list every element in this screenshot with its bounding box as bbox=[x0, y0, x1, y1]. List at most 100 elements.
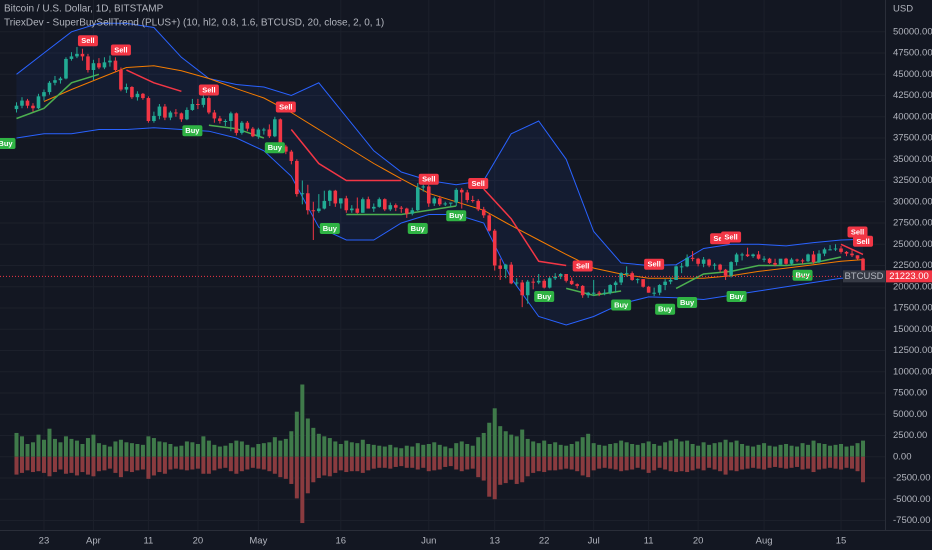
buy-volume-bar bbox=[630, 444, 635, 457]
candle-body bbox=[751, 254, 755, 257]
sell-volume-bar bbox=[861, 456, 866, 483]
sell-volume-bar bbox=[822, 456, 827, 469]
sell-volume-bar bbox=[129, 456, 134, 473]
candle-body bbox=[124, 87, 129, 90]
candle-body bbox=[487, 215, 492, 231]
buy-volume-bar bbox=[624, 442, 629, 457]
sell-volume-bar bbox=[388, 456, 393, 469]
buy-volume-bar bbox=[300, 384, 305, 457]
buy-volume-bar bbox=[619, 440, 624, 457]
sell-volume-bar bbox=[102, 456, 107, 471]
candle-body bbox=[679, 266, 684, 268]
candle-body bbox=[212, 112, 217, 119]
signal-label: Sell bbox=[81, 36, 94, 45]
buy-volume-bar bbox=[696, 445, 701, 457]
sell-volume-bar bbox=[657, 456, 662, 468]
signal-label: Buy bbox=[411, 224, 426, 233]
candle-body bbox=[306, 193, 310, 211]
candle-body bbox=[789, 259, 794, 264]
candle-body bbox=[47, 82, 52, 93]
sell-volume-bar bbox=[514, 456, 519, 484]
candle-body bbox=[855, 255, 860, 259]
buy-volume-bar bbox=[228, 443, 233, 457]
sell-volume-bar bbox=[278, 456, 283, 478]
sell-volume-bar bbox=[459, 456, 464, 472]
candle-body bbox=[619, 273, 623, 283]
candle-body bbox=[262, 129, 266, 131]
candle-body bbox=[773, 262, 777, 265]
candle-body bbox=[542, 280, 546, 288]
sell-volume-bar bbox=[201, 456, 206, 474]
buy-volume-bar bbox=[740, 444, 745, 457]
buy-volume-bar bbox=[382, 446, 387, 457]
buy-volume-bar bbox=[767, 445, 772, 457]
candle-body bbox=[36, 96, 41, 109]
candle-body bbox=[514, 282, 519, 284]
candle-body bbox=[333, 190, 338, 204]
candle-body bbox=[580, 285, 585, 296]
candle-body bbox=[251, 128, 255, 137]
sell-volume-bar bbox=[223, 456, 228, 468]
candle-body bbox=[371, 206, 376, 209]
sell-volume-bar bbox=[294, 456, 299, 499]
signal-label: Buy bbox=[680, 298, 695, 307]
candle-body bbox=[624, 273, 629, 275]
buy-volume-bar bbox=[828, 445, 833, 457]
buy-volume-bar bbox=[492, 408, 497, 457]
signal-label: Sell bbox=[724, 233, 737, 242]
sell-volume-bar bbox=[767, 456, 772, 468]
sell-volume-bar bbox=[784, 456, 789, 469]
candle-body bbox=[564, 274, 568, 281]
buy-volume-bar bbox=[597, 444, 602, 457]
candle-body bbox=[602, 292, 607, 294]
buy-volume-bar bbox=[426, 444, 431, 457]
signal-box bbox=[182, 125, 203, 137]
candle-body bbox=[575, 284, 579, 286]
candle-body bbox=[410, 210, 415, 214]
sell-volume-bar bbox=[465, 456, 470, 470]
signal-box bbox=[792, 269, 813, 281]
buy-volume-bar bbox=[338, 444, 343, 457]
candle-body bbox=[240, 122, 244, 133]
candle-body bbox=[360, 199, 365, 213]
sell-volume-bar bbox=[608, 456, 613, 469]
candle-body bbox=[553, 276, 557, 279]
buy-volume-bar bbox=[668, 440, 673, 457]
candle-body bbox=[547, 278, 552, 288]
y-tick-label: 32500.00 bbox=[893, 175, 932, 186]
candle-body bbox=[328, 190, 332, 201]
sell-volume-bar bbox=[283, 456, 288, 479]
x-tick-label: 22 bbox=[539, 536, 550, 547]
sell-volume-bar bbox=[25, 456, 30, 471]
sell-volume-bar bbox=[481, 456, 486, 481]
y-tick-label: -7500.00 bbox=[893, 515, 931, 526]
buy-volume-bar bbox=[36, 434, 41, 457]
y-tick-label: 5000.00 bbox=[893, 409, 927, 420]
buy-volume-bar bbox=[239, 441, 244, 457]
buy-volume-bar bbox=[844, 446, 849, 457]
buy-volume-bar bbox=[267, 442, 272, 457]
buy-volume-bar bbox=[261, 443, 266, 457]
buy-volume-bar bbox=[52, 438, 57, 457]
sell-volume-bar bbox=[404, 456, 409, 468]
x-tick-label: Aug bbox=[756, 536, 773, 547]
candle-body bbox=[141, 93, 145, 99]
buy-volume-bar bbox=[613, 443, 618, 457]
sell-volume-bar bbox=[723, 456, 728, 475]
sell-volume-bar bbox=[250, 456, 255, 468]
sell-volume-bar bbox=[85, 456, 90, 475]
candle-body bbox=[850, 253, 854, 256]
signal-box bbox=[726, 291, 747, 302]
candle-body bbox=[58, 78, 63, 81]
last-price-label: 21223.00 bbox=[889, 271, 929, 282]
candle-body bbox=[344, 198, 349, 211]
signal-label: Sell bbox=[114, 46, 127, 55]
sell-volume-bar bbox=[327, 456, 332, 477]
buy-volume-bar bbox=[129, 443, 134, 457]
sell-volume-bar bbox=[778, 456, 783, 468]
buy-volume-bar bbox=[421, 444, 426, 457]
candle-body bbox=[536, 280, 541, 283]
band-fill bbox=[16, 23, 863, 326]
